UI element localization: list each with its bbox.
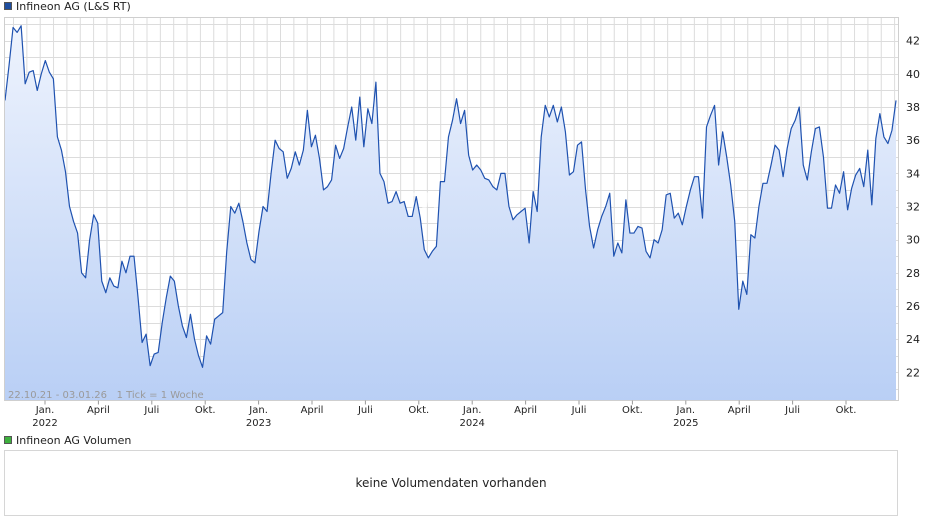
y-tick-label: 32 — [906, 201, 920, 214]
x-tick-label: Jan. — [462, 405, 482, 416]
x-tick-year: 2025 — [673, 418, 698, 429]
x-tick-label: Juli — [784, 405, 800, 416]
x-tick-label: Juli — [143, 405, 159, 416]
volume-legend: Infineon AG Volumen — [4, 433, 132, 447]
x-tick-year: 2024 — [459, 418, 484, 429]
price-line — [4, 25, 897, 368]
y-tick-label: 26 — [906, 300, 920, 313]
x-axis: Jan. 2022 April Juli Okt. Jan. 2023 April Juli Ok… — [32, 400, 857, 429]
volume-empty-message: keine Volumendaten vorhanden — [355, 476, 547, 490]
y-tick-label: 22 — [906, 366, 920, 379]
y-tick-label: 28 — [906, 267, 920, 280]
y-tick-label: 36 — [906, 134, 920, 147]
y-tick-label: 42 — [906, 35, 920, 48]
y-tick-label: 24 — [906, 333, 920, 346]
volume-legend-label: Infineon AG Volumen — [16, 433, 132, 447]
x-tick-label: Okt. — [408, 405, 429, 416]
y-tick-label: 38 — [906, 101, 920, 114]
volume-legend-swatch — [4, 436, 12, 444]
x-tick-label: Jan. — [676, 405, 696, 416]
y-tick-label: 34 — [906, 167, 920, 180]
x-tick-label: Okt. — [195, 405, 216, 416]
x-tick-label: Jan. — [35, 405, 55, 416]
y-axis: 22 24 26 28 30 32 34 36 38 40 42 — [906, 35, 920, 380]
price-legend-label: Infineon AG (L&S RT) — [16, 0, 131, 13]
x-tick-label: Juli — [571, 405, 587, 416]
y-tick-label: 30 — [906, 234, 920, 247]
x-tick-label: Okt. — [622, 405, 643, 416]
x-tick-year: 2023 — [246, 418, 271, 429]
volume-panel: keine Volumendaten vorhanden — [4, 450, 898, 516]
y-tick-label: 40 — [906, 68, 920, 81]
x-tick-label: Juli — [357, 405, 373, 416]
x-tick-year: 2022 — [32, 418, 57, 429]
x-tick-label: Okt. — [836, 405, 857, 416]
price-legend-swatch — [4, 2, 12, 10]
x-tick-label: Jan. — [248, 405, 268, 416]
x-tick-label: April — [514, 405, 537, 416]
x-tick-label: April — [301, 405, 324, 416]
plot-frame — [4, 17, 899, 401]
x-tick-label: April — [728, 405, 751, 416]
price-area-fill — [5, 25, 896, 401]
x-tick-label: April — [87, 405, 110, 416]
chart-footer: 22.10.21 - 03.01.26 1 Tick = 1 Woche — [8, 390, 204, 401]
price-legend: Infineon AG (L&S RT) — [4, 0, 131, 13]
